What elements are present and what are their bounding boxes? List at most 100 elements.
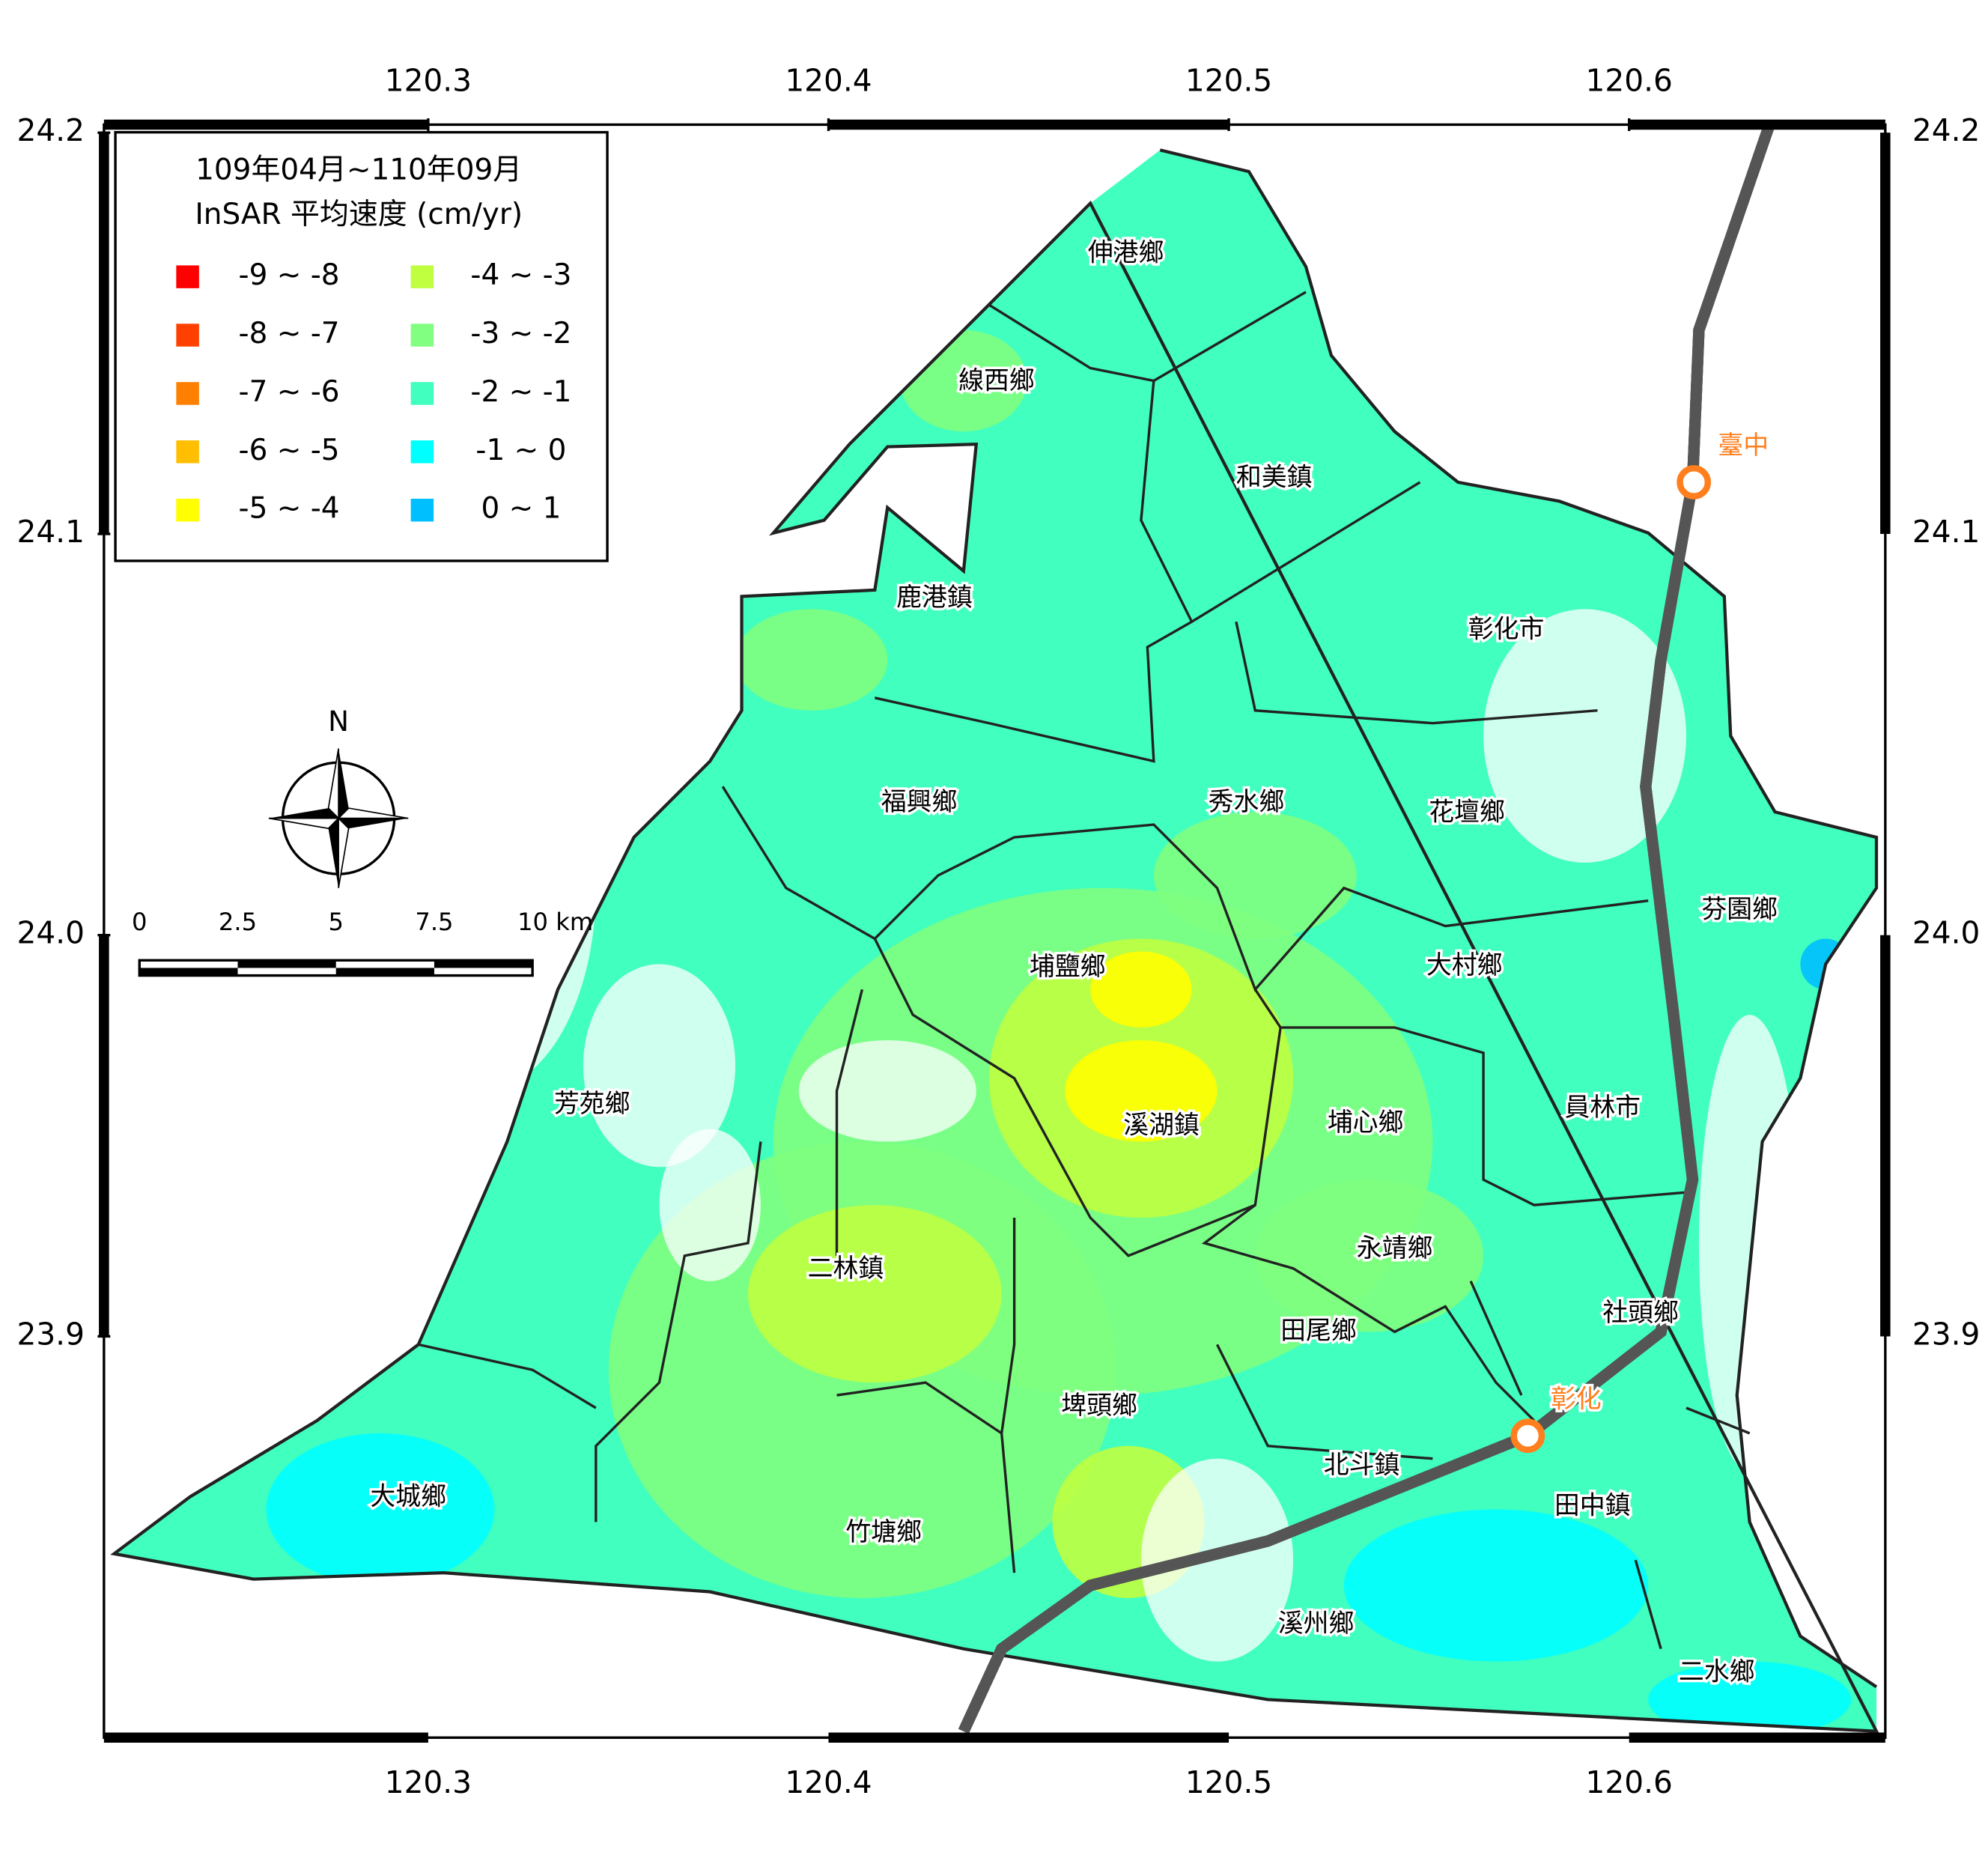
township-label: 永靖鄉 <box>1357 1233 1433 1263</box>
y-tick-label: 24.1 <box>16 514 84 550</box>
x-tick-label: 120.4 <box>785 63 872 99</box>
township-label: 鹿港鎮 <box>896 583 973 612</box>
scalebar-label: 2.5 <box>219 908 257 936</box>
township-label: 線西鄉 <box>958 366 1035 395</box>
township-label: 埤頭鄉 <box>1061 1391 1137 1420</box>
station-label: 彰化 <box>1551 1384 1602 1413</box>
scalebar-segment <box>139 968 238 976</box>
legend-label: -8 ~ -7 <box>239 317 340 350</box>
station-marker <box>1510 1418 1545 1454</box>
insar-patch <box>1153 812 1357 939</box>
frame-segment <box>103 119 428 130</box>
station-marker <box>1677 465 1712 500</box>
frame-segment <box>1880 935 1891 1337</box>
north-arrow <box>268 748 409 888</box>
legend-swatch <box>176 324 199 347</box>
township-label: 二水鄉 <box>1679 1657 1755 1686</box>
data-gap <box>1483 609 1687 863</box>
township-label: 社頭鄉 <box>1602 1298 1679 1327</box>
scalebar-label: 7.5 <box>415 908 453 936</box>
frame-segment <box>99 133 109 534</box>
frame-segment <box>103 1732 428 1743</box>
x-tick-label: 120.3 <box>385 1764 472 1800</box>
legend-title: InSAR 平均速度 (cm/yr) <box>195 198 523 231</box>
legend-swatch <box>410 440 434 464</box>
x-tick-label: 120.6 <box>1586 63 1673 99</box>
township-label: 大村鄉 <box>1426 950 1503 980</box>
legend-swatch <box>176 498 199 522</box>
legend-swatch <box>176 440 199 464</box>
insar-patch <box>1090 951 1192 1028</box>
legend-label: 0 ~ 1 <box>481 492 561 526</box>
legend-label: -5 ~ -4 <box>239 492 340 526</box>
frame-segment <box>1880 133 1891 534</box>
township-label: 芬園鄉 <box>1701 895 1778 924</box>
y-tick-label: 24.0 <box>1912 915 1980 951</box>
legend-swatch <box>410 324 434 347</box>
township-label: 花壇鄉 <box>1429 797 1505 826</box>
township-label: 秀水鄉 <box>1209 787 1285 816</box>
x-tick-label: 120.6 <box>1586 1764 1673 1800</box>
insar-patch <box>1343 1509 1649 1662</box>
data-gap <box>1698 1015 1801 1472</box>
legend-label: -3 ~ -2 <box>470 317 571 350</box>
legend-label: -1 ~ 0 <box>475 434 566 467</box>
insar-patch <box>748 1205 1002 1383</box>
township-label: 員林市 <box>1564 1093 1641 1122</box>
frame-segment <box>828 1732 1229 1743</box>
legend-swatch <box>410 382 434 405</box>
data-gap <box>659 1129 761 1281</box>
legend-label: -6 ~ -5 <box>239 434 340 467</box>
data-gap <box>798 1039 976 1142</box>
township-label: 埔心鄉 <box>1328 1108 1404 1137</box>
township-label: 伸港鄉 <box>1088 238 1164 267</box>
legend-label: -4 ~ -3 <box>470 258 571 292</box>
x-tick-label: 120.5 <box>1185 63 1272 99</box>
township-label: 埔鹽鄉 <box>1030 952 1106 981</box>
township-label: 田中鎮 <box>1554 1491 1631 1520</box>
y-tick-label: 24.0 <box>16 915 84 951</box>
township-label: 福興鄉 <box>881 787 958 816</box>
north-label: N <box>328 705 349 738</box>
township-label: 北斗鎮 <box>1324 1450 1400 1479</box>
insar-patch <box>1648 1661 1852 1731</box>
township-label: 溪湖鎮 <box>1123 1111 1200 1140</box>
scalebar-segment <box>237 960 336 968</box>
county-border <box>110 148 1879 1734</box>
township-label: 和美鎮 <box>1236 462 1313 491</box>
frame-segment <box>1629 1732 1885 1743</box>
scalebar-label: 10 km <box>517 908 593 936</box>
insar-patch <box>735 609 888 711</box>
frame-segment <box>1629 119 1885 130</box>
insar-patch <box>266 1433 495 1586</box>
station-label: 臺中 <box>1718 431 1769 460</box>
scalebar-label: 5 <box>328 908 343 936</box>
legend-swatch <box>176 382 199 405</box>
township-borders <box>418 291 1751 1650</box>
legend-swatch <box>410 265 434 288</box>
insar-patch <box>1065 1039 1218 1142</box>
x-tick-label: 120.5 <box>1185 1764 1272 1800</box>
township-label: 芳苑鄉 <box>554 1089 630 1118</box>
township-label: 溪州鄉 <box>1278 1609 1355 1638</box>
scalebar-segment <box>434 960 533 968</box>
legend-title: 109年04月~110年09月 <box>195 154 522 187</box>
legend-label: -7 ~ -6 <box>239 375 340 409</box>
insar-patch <box>1255 1180 1484 1332</box>
y-tick-label: 24.2 <box>1912 112 1980 148</box>
township-label: 田尾鄉 <box>1280 1316 1357 1345</box>
data-gap <box>1140 1458 1294 1662</box>
township-label: 竹塘鄉 <box>845 1517 922 1546</box>
y-tick-label: 23.9 <box>1912 1316 1980 1352</box>
y-tick-label: 24.2 <box>16 112 84 148</box>
legend-swatch <box>176 265 199 288</box>
data-gap <box>368 684 596 1091</box>
legend-swatch <box>410 498 434 522</box>
township-label: 大城鄉 <box>370 1482 446 1511</box>
data-gap <box>583 964 736 1168</box>
x-tick-label: 120.3 <box>385 63 472 99</box>
x-tick-label: 120.4 <box>785 1764 872 1800</box>
township-label: 彰化市 <box>1468 615 1545 644</box>
